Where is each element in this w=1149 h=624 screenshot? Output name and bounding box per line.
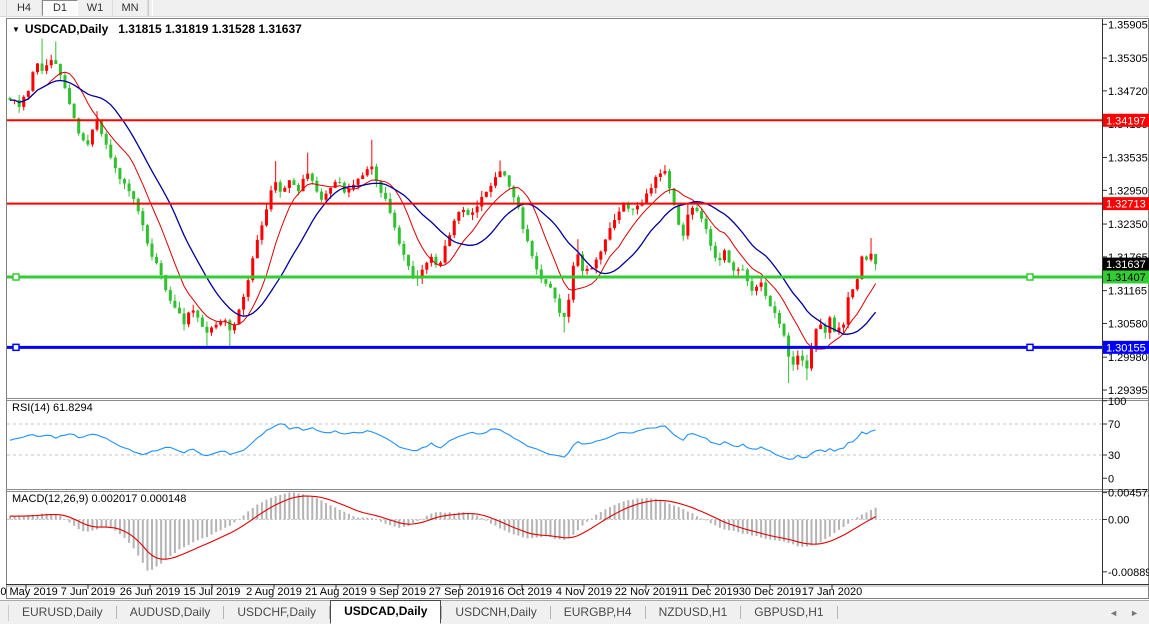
macd-histogram [9,492,877,571]
symbol-label: USDCAD,Daily [24,22,109,36]
chart-tab-usdcad[interactable]: USDCAD,Daily [330,599,442,624]
date-label: 11 Dec 2019 [677,586,739,598]
price-tick-label: 1.29980 [1108,352,1148,364]
price-line-tag: 1.30155 [1103,340,1149,354]
candlestick-series [8,38,878,384]
svg-text:1.34197: 1.34197 [1106,115,1146,127]
macd-tick-label: 0.004572 [1108,488,1149,500]
timeframe-button-w1[interactable]: W1 [78,0,113,16]
price-tick-label: 1.30580 [1108,318,1148,330]
price-line-tag: 1.34197 [1103,113,1149,127]
line-handle[interactable] [1026,273,1034,281]
date-label: 16 Oct 2019 [492,586,552,598]
date-label: 4 Nov 2019 [556,586,612,598]
price-tick-label: 1.33535 [1108,152,1148,164]
price-tick-label: 1.34720 [1108,86,1148,98]
price-chart-pane[interactable] [7,19,1102,397]
timeframe-button-h4[interactable]: H4 [7,0,42,16]
date-label: 17 Jan 2020 [802,586,863,598]
price-tick-label: 1.29395 [1108,385,1148,397]
symbol-dropdown-icon[interactable]: ▼ [12,25,20,34]
tab-separator [836,606,838,619]
chart-tab-eurgbp[interactable]: EURGBP,H4 [563,605,632,619]
moving-average-18 [10,79,877,335]
macd-indicator-label: MACD(12,26,9) 0.002017 0.000148 [12,493,186,505]
price-tick-label: 1.32950 [1108,185,1148,197]
ohlc-values: 1.31815 1.31819 1.31528 1.31637 [118,22,302,36]
svg-text:1.32713: 1.32713 [1106,199,1146,211]
tab-separator [740,606,742,619]
macd-title: MACD(12,26,9) [12,493,89,505]
line-handle[interactable] [12,273,20,281]
date-label: 7 Jun 2019 [61,586,115,598]
tab-separator [115,606,117,619]
rsi-indicator-label: RSI(14) 61.8294 [12,402,93,414]
chart-tab-eurusd[interactable]: EURUSD,Daily [22,605,103,619]
macd-value: 0.002017 [91,493,138,505]
chart-tab-audusd[interactable]: AUDUSD,Daily [129,605,211,619]
chart-tabs-bar: EURUSD,Daily AUDUSD,Daily USDCHF,Daily USDC… [0,599,1149,624]
rsi-pane[interactable] [7,401,1102,488]
line-handle[interactable] [12,343,20,352]
date-axis[interactable]: 20 May 2019 7 Jun 2019 26 Jun 2019 15 Jul 2… [0,585,862,598]
timeframe-button-mn[interactable]: MN [113,0,148,16]
macd-tick-label: -0.008893 [1108,567,1149,579]
timeframe-toolbar: H4 D1 W1 MN [0,0,1149,17]
rsi-tick-label: 0 [1108,473,1114,485]
rsi-value: 61.8294 [52,402,93,414]
toolbar-divider [148,0,153,16]
price-tick-label: 1.35905 [1108,19,1148,31]
tab-separator [223,606,225,619]
date-label: 27 Sep 2019 [429,586,491,598]
timeframe-button-d1[interactable]: D1 [42,0,78,16]
tabs-scroll-left-icon[interactable]: ◄ [1109,607,1119,618]
price-tick-label: 1.31165 [1108,286,1147,298]
rsi-tick-label: 70 [1108,419,1120,431]
date-label: 26 Jun 2019 [120,586,181,598]
toolbar-divider [0,0,7,16]
price-line-tag: 1.32713 [1103,197,1149,211]
line-handle[interactable] [1026,343,1034,352]
price-axis[interactable]: 1.359051.353051.347201.341351.335351.329… [1102,19,1149,579]
rsi-tick-label: 100 [1108,396,1126,408]
date-label: 2 Aug 2019 [246,586,302,598]
price-tick-label: 1.32350 [1108,219,1148,231]
chart-tab-nzdusd[interactable]: NZDUSD,H1 [658,605,728,619]
chart-tab-usdchf[interactable]: USDCHF,Daily [237,605,317,619]
tab-separator [441,606,443,619]
date-label: 30 Dec 2019 [739,586,801,598]
macd-signal-line [9,495,876,560]
tab-separator [329,606,331,619]
tabs-divider [0,604,9,621]
svg-text:1.30155: 1.30155 [1106,342,1146,354]
tab-separator [549,606,551,619]
macd-tick-label: 0.00 [1108,515,1129,527]
price-line-tag: 1.31407 [1103,270,1149,284]
date-label: 21 Aug 2019 [305,586,367,598]
tab-separator [644,606,646,619]
svg-text:1.31637: 1.31637 [1106,259,1146,271]
chart-title: ▼ USDCAD,Daily 1.31815 1.31819 1.31528 1.3… [12,22,302,36]
rsi-title: RSI(14) [12,402,50,414]
chart-tab-usdcnh[interactable]: USDCNH,Daily [455,605,537,619]
price-line-tag: 1.31637 [1103,257,1149,271]
date-label: 20 May 2019 [0,586,58,598]
tabs-scroll-right-icon[interactable]: ► [1130,607,1139,618]
date-label: 9 Sep 2019 [370,586,426,598]
date-label: 22 Nov 2019 [615,586,677,598]
svg-text:1.31407: 1.31407 [1106,272,1146,284]
chart-tab-gbpusd[interactable]: GBPUSD,H1 [754,605,824,619]
rsi-line [9,423,876,460]
price-tick-label: 1.35305 [1108,53,1148,65]
date-label: 15 Jul 2019 [184,586,241,598]
rsi-tick-label: 30 [1108,450,1120,462]
moving-average-9 [10,71,877,350]
macd-signal-value: 0.000148 [140,493,187,505]
